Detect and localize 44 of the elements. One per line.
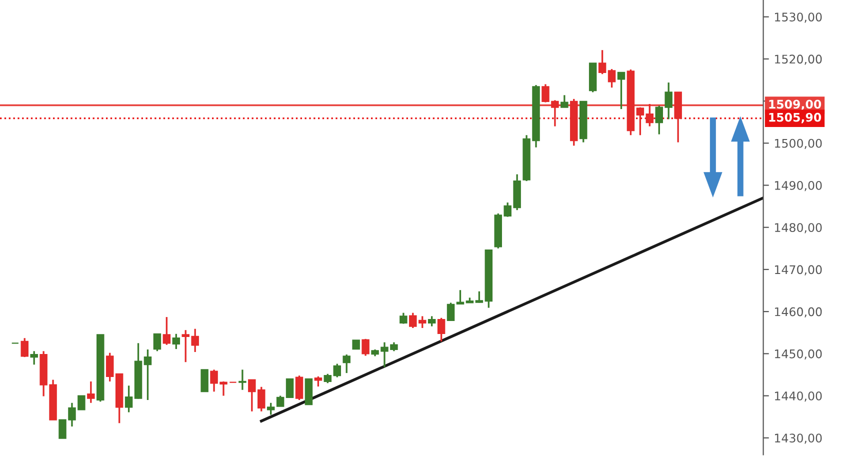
candlestick — [608, 68, 616, 88]
y-tick-label: 1500,00 — [775, 138, 822, 150]
candlestick — [446, 302, 455, 322]
candlestick — [314, 376, 322, 388]
y-tick-label: 1470,00 — [775, 265, 822, 276]
candlestick — [333, 362, 342, 378]
candlestick — [437, 317, 446, 342]
y-tick-label: 1460,00 — [775, 307, 822, 318]
candlestick — [30, 350, 38, 366]
y-tick-label: 1430,00 — [775, 434, 822, 444]
candlestick — [286, 378, 294, 398]
y-tick-label: 1530,00 — [775, 12, 822, 23]
candlestick — [428, 315, 436, 328]
candlestick — [200, 369, 208, 392]
candlestick — [598, 49, 606, 75]
ref-line-label: 1505,90 — [769, 112, 822, 124]
y-tick-label: 1490,00 — [775, 180, 822, 192]
candlestick — [124, 384, 133, 414]
y-tick-label: 1520,00 — [775, 54, 822, 65]
candlestick — [636, 106, 644, 136]
candlestick — [475, 290, 484, 304]
candlestick — [456, 289, 464, 305]
candlestick — [362, 338, 370, 357]
candlestick — [87, 380, 95, 404]
candlestick — [238, 368, 246, 391]
candlestick — [295, 374, 304, 401]
candlestick — [106, 352, 114, 382]
candlestick — [560, 94, 568, 108]
candlestick — [342, 354, 350, 374]
y-tick-label: 1440,00 — [775, 392, 822, 402]
candlestick — [20, 337, 28, 358]
ref-line-label: 1509,00 — [769, 100, 822, 110]
candlestick — [617, 72, 626, 110]
y-tick-label: 1450,00 — [775, 349, 822, 360]
candlestick — [276, 394, 284, 408]
candlestick — [172, 333, 180, 350]
candlestick — [144, 348, 152, 401]
y-tick-label: 1480,00 — [775, 223, 822, 234]
candlestick — [646, 103, 654, 128]
candlestick — [266, 402, 275, 416]
candlestick — [400, 312, 408, 325]
candlestick — [162, 316, 171, 346]
candlestick — [324, 373, 332, 384]
candlestick — [153, 333, 162, 352]
